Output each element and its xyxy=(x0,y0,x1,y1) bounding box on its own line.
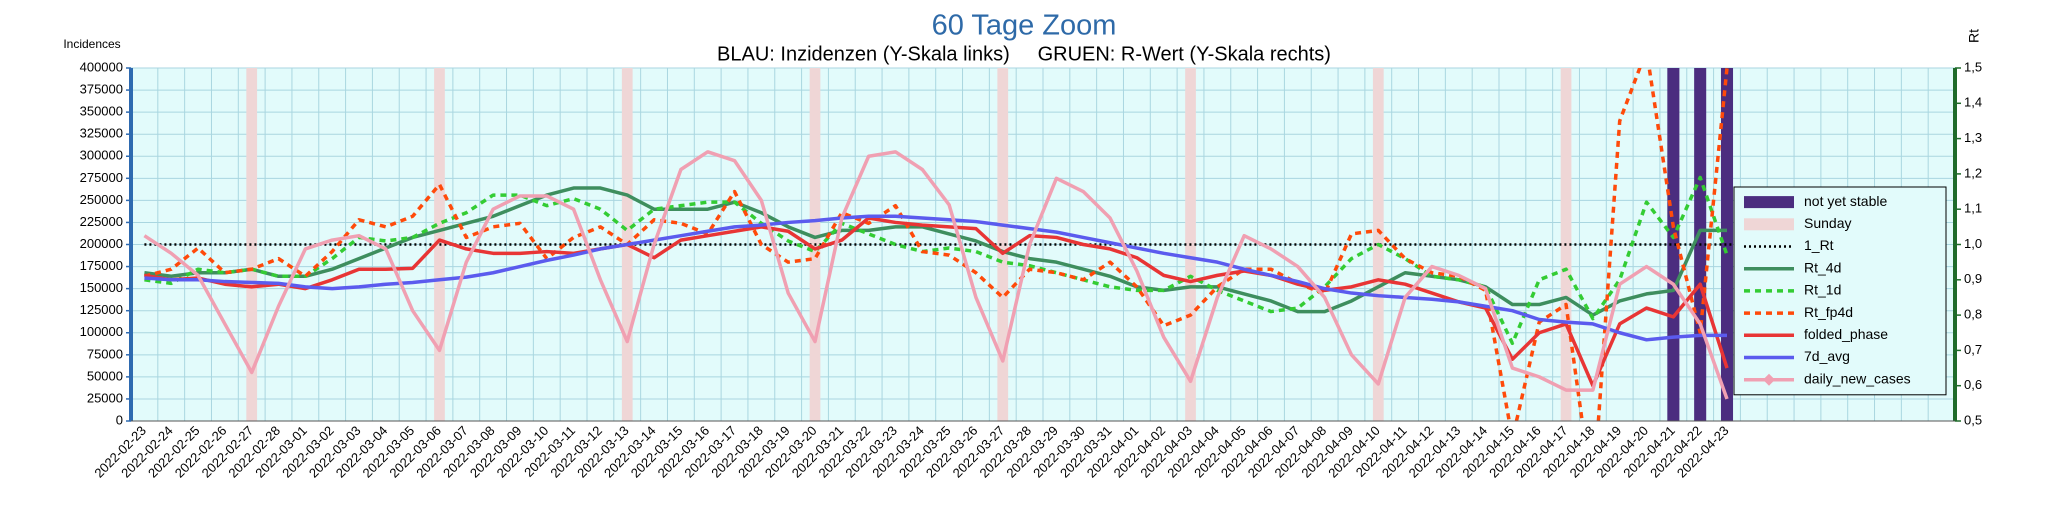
band-bar xyxy=(997,68,1009,421)
legend-swatch xyxy=(1744,196,1794,209)
y-tick-label: 200000 xyxy=(80,236,123,251)
y2-tick-label: 0,9 xyxy=(1964,271,1982,286)
band-bar xyxy=(1667,68,1680,421)
y2-tick-label: 0,7 xyxy=(1964,342,1982,357)
y-tick-label: 400000 xyxy=(80,59,123,74)
y2-tick-label: 1,1 xyxy=(1964,201,1982,216)
y-tick-label: 175000 xyxy=(80,258,123,273)
legend-label: folded_phase xyxy=(1804,326,1888,342)
y-tick-label: 350000 xyxy=(80,104,123,119)
band-bar xyxy=(1720,68,1734,421)
legend: not yet stable Sunday 1_Rt Rt_4d Rt_1d Rt_fp4… xyxy=(1733,186,1947,396)
y2-tick-label: 1,4 xyxy=(1964,95,1982,110)
y-tick-label: 50000 xyxy=(87,368,123,383)
legend-label: daily_new_cases xyxy=(1804,370,1911,386)
legend-label: 1_Rt xyxy=(1804,237,1834,253)
chart-subtitle: BLAU: Inzidenzen (Y-Skala links) GRUEN: … xyxy=(717,43,1331,65)
chart-title: 60 Tage Zoom xyxy=(932,10,1117,42)
y-tick-label: 275000 xyxy=(80,170,123,185)
legend-label: Rt_1d xyxy=(1804,282,1841,298)
y-tick-label: 325000 xyxy=(80,126,123,141)
legend-label: Rt_4d xyxy=(1804,259,1841,275)
legend-label: not yet stable xyxy=(1804,193,1887,209)
series-line xyxy=(144,175,1729,346)
y2-tick-label: 1,0 xyxy=(1964,236,1982,251)
y-tick-label: 125000 xyxy=(80,302,123,317)
y2-tick-label: 0,6 xyxy=(1964,377,1982,392)
legend-label: Rt_fp4d xyxy=(1804,304,1853,320)
y-tick-label: 375000 xyxy=(80,82,123,97)
y-axis-label: Incidences xyxy=(63,37,120,51)
y-tick-label: 100000 xyxy=(80,324,123,339)
y2-tick-label: 0,5 xyxy=(1964,412,1982,427)
y2-tick-label: 1,5 xyxy=(1964,59,1982,74)
legend-label: 7d_avg xyxy=(1804,348,1850,364)
series-line xyxy=(143,150,1729,400)
y-tick-label: 300000 xyxy=(80,148,123,163)
y2-tick-label: 1,2 xyxy=(1964,165,1982,180)
legend-marker xyxy=(1763,373,1775,386)
y-tick-label: 0 xyxy=(116,412,123,427)
legend-label: Sunday xyxy=(1804,215,1851,231)
series-line xyxy=(144,186,1727,317)
y-tick-label: 225000 xyxy=(80,214,123,229)
y2-tick-label: 1,3 xyxy=(1964,130,1982,145)
y-tick-label: 75000 xyxy=(87,346,123,361)
series-line xyxy=(144,214,1727,342)
y2-axis-label: Rt xyxy=(1966,29,1982,43)
legend-swatch xyxy=(1744,218,1794,231)
y2-tick-label: 0,8 xyxy=(1964,307,1982,322)
y-tick-label: 250000 xyxy=(80,192,123,207)
y-tick-label: 150000 xyxy=(80,280,123,295)
y-tick-label: 25000 xyxy=(87,390,123,405)
lines xyxy=(143,68,1942,421)
band-bar xyxy=(246,68,258,421)
